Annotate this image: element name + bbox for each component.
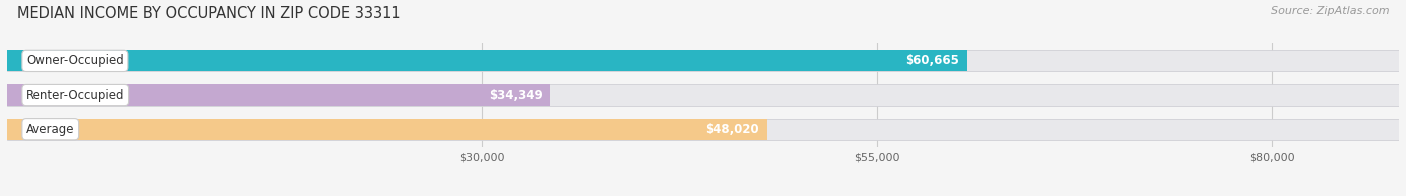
Text: Average: Average: [25, 123, 75, 136]
Bar: [7, 119, 1399, 140]
Text: MEDIAN INCOME BY OCCUPANCY IN ZIP CODE 33311: MEDIAN INCOME BY OCCUPANCY IN ZIP CODE 3…: [17, 6, 401, 21]
Text: Source: ZipAtlas.com: Source: ZipAtlas.com: [1271, 6, 1389, 16]
Text: $48,020: $48,020: [704, 123, 759, 136]
Text: Renter-Occupied: Renter-Occupied: [25, 89, 125, 102]
Bar: [7, 50, 966, 72]
Text: Owner-Occupied: Owner-Occupied: [25, 54, 124, 67]
Bar: [7, 84, 550, 106]
Bar: [7, 84, 1399, 106]
Text: $60,665: $60,665: [905, 54, 959, 67]
Bar: [7, 119, 766, 140]
Bar: [7, 50, 1399, 72]
Text: $34,349: $34,349: [489, 89, 543, 102]
